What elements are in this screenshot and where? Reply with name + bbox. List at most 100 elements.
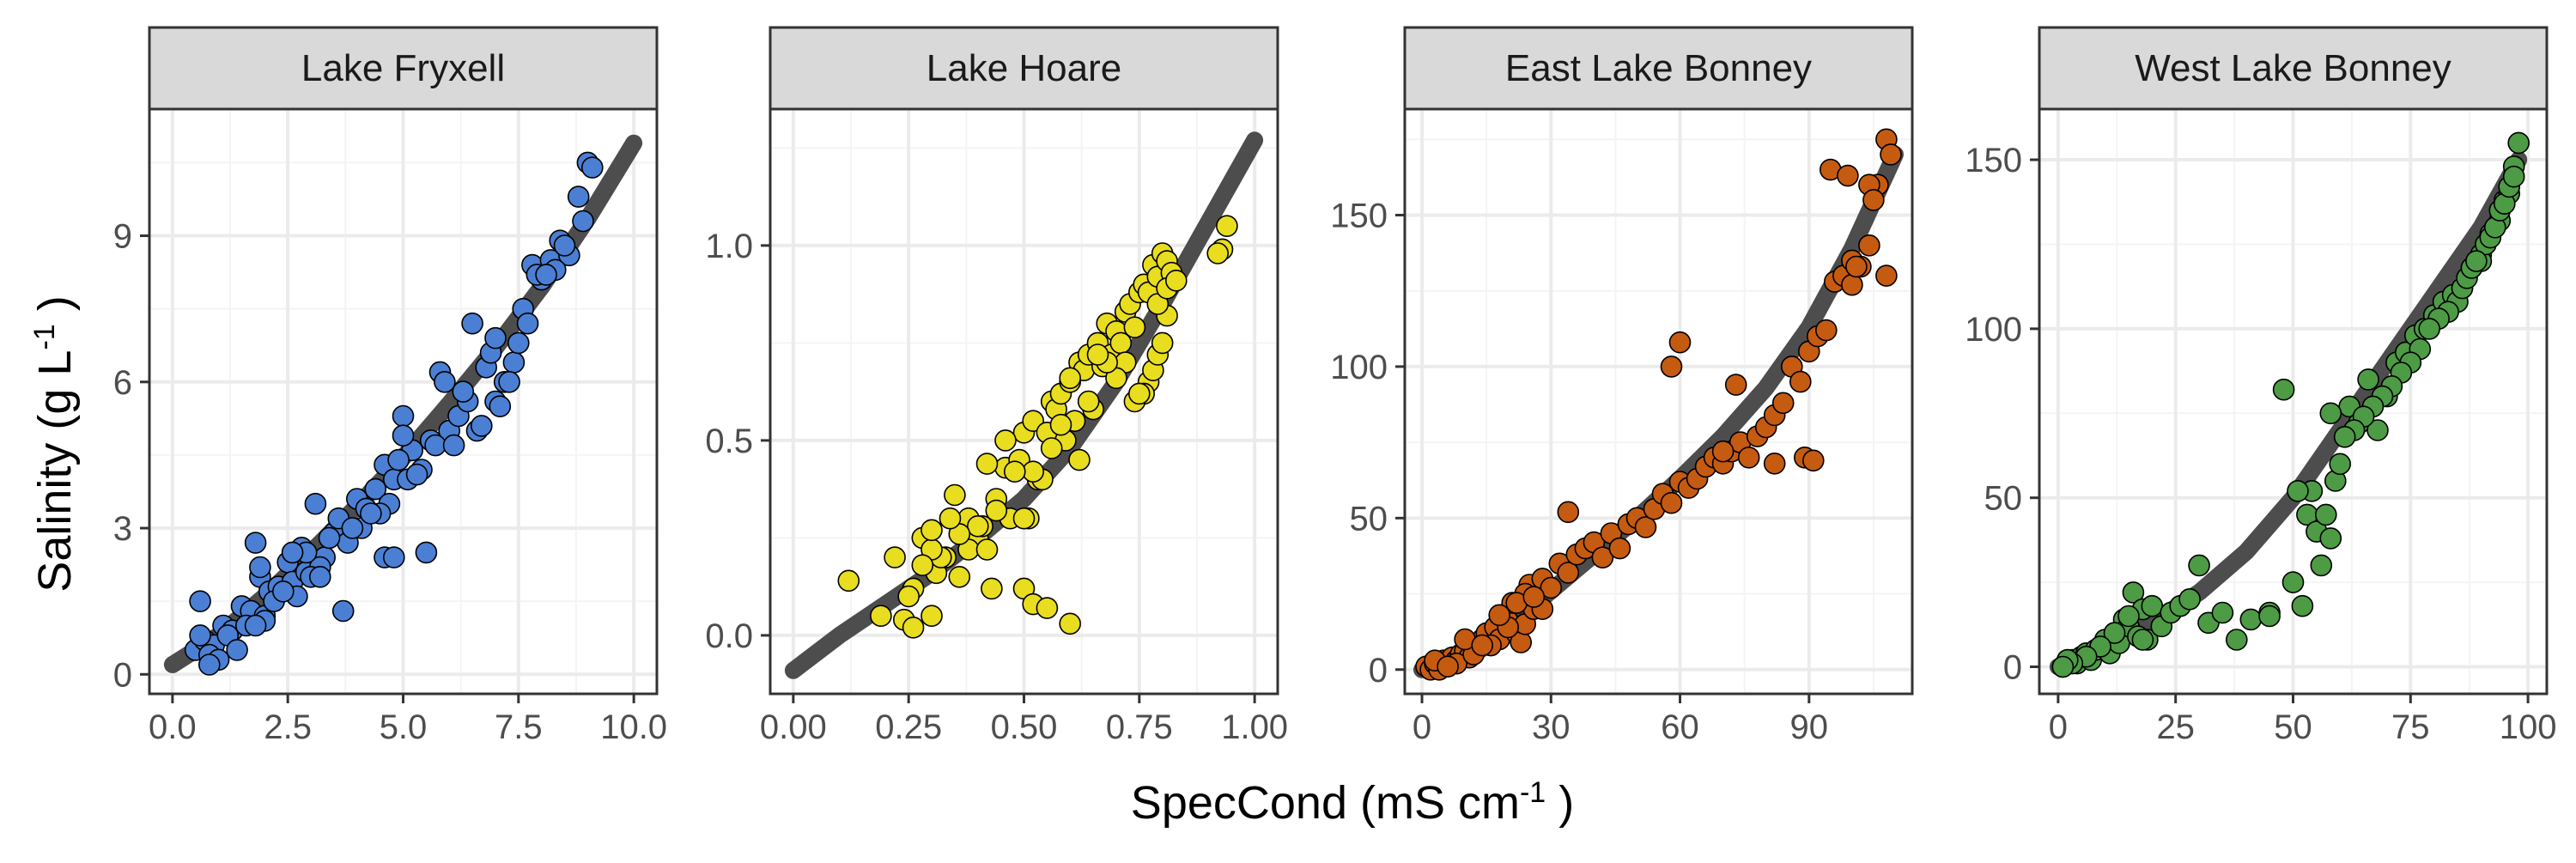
- y-tick-label: 9: [113, 218, 132, 256]
- facet-strip: [2038, 26, 2549, 111]
- data-point: [1522, 586, 1546, 608]
- data-point: [2281, 571, 2305, 593]
- x-tick-label: 0.75: [1106, 708, 1173, 746]
- data-point: [308, 565, 331, 588]
- x-tick-label: 75: [2391, 708, 2430, 746]
- x-tick-label: 0: [2049, 708, 2068, 746]
- data-point: [1858, 234, 1880, 257]
- data-point: [198, 653, 221, 676]
- facet-strip: [148, 26, 659, 111]
- data-point: [461, 312, 483, 335]
- data-point: [1660, 491, 1683, 514]
- x-tick-label: 100: [2500, 708, 2557, 746]
- data-point: [975, 453, 999, 475]
- data-point: [244, 614, 267, 637]
- data-point: [2507, 131, 2530, 155]
- x-tick-label: 0.50: [991, 708, 1058, 746]
- data-point: [1837, 164, 1859, 187]
- data-point: [897, 585, 920, 608]
- data-point: [405, 463, 428, 486]
- data-point: [1802, 449, 1825, 472]
- x-axis-title: SpecCond (mS cm-1 ): [1131, 776, 1574, 829]
- data-point: [2366, 419, 2389, 441]
- facet-panel: Lake Fryxell 0.0 2.5 5.0 7.5 10.0 0 3 6 9: [113, 26, 667, 746]
- data-point: [2188, 554, 2210, 577]
- y-tick-label: 150: [1965, 142, 2022, 179]
- data-point: [1059, 367, 1081, 390]
- data-point: [1875, 264, 1898, 287]
- data-point: [331, 599, 355, 623]
- facet-panel: Lake Hoare 0.00 0.25 0.50 0.75 1.00 0.0 0.5 1.0: [705, 26, 1288, 746]
- data-point: [2131, 629, 2154, 651]
- data-point: [920, 519, 943, 542]
- data-point: [1086, 343, 1109, 366]
- data-point: [975, 538, 999, 561]
- data-point: [1845, 255, 1868, 278]
- y-tick-label: 100: [1330, 349, 1388, 386]
- data-point: [944, 483, 966, 507]
- y-tick-label: 50: [1984, 480, 2023, 518]
- data-point: [2178, 587, 2201, 611]
- data-point: [967, 514, 989, 538]
- x-tick-label: 7.5: [495, 708, 543, 746]
- data-point: [870, 605, 892, 628]
- data-point: [415, 541, 438, 564]
- data-point: [1049, 413, 1072, 436]
- data-point: [489, 395, 512, 418]
- facet-panel: West Lake Bonney 0 25 50 75 100 0 50 100 150: [1965, 26, 2557, 746]
- facet-title: Lake Fryxell: [301, 47, 505, 89]
- data-point: [1040, 437, 1063, 459]
- data-point: [911, 554, 934, 577]
- data-point: [902, 616, 925, 639]
- data-point: [1815, 319, 1838, 342]
- data-point: [1711, 440, 1735, 463]
- x-tick-label: 0.0: [149, 708, 197, 746]
- data-point: [249, 556, 271, 579]
- data-point: [1471, 634, 1493, 657]
- data-point: [318, 526, 341, 550]
- x-tick-label: 0: [1413, 708, 1431, 746]
- data-point: [1488, 604, 1510, 627]
- data-point: [1557, 501, 1580, 524]
- data-point: [189, 624, 211, 647]
- data-point: [364, 477, 387, 501]
- data-point: [981, 577, 1003, 600]
- data-point: [470, 415, 493, 437]
- data-point: [553, 234, 576, 257]
- facet-title: West Lake Bonney: [2135, 47, 2451, 89]
- data-point: [1165, 269, 1188, 292]
- x-tick-label: 25: [2156, 708, 2195, 746]
- facet-strip: [1403, 26, 1914, 111]
- data-point: [341, 517, 364, 539]
- data-point: [567, 185, 590, 208]
- facet-panel: East Lake Bonney 0 30 60 90 0 50 100 150: [1330, 26, 1914, 746]
- data-point: [1724, 374, 1747, 396]
- data-point: [1591, 546, 1614, 569]
- data-point: [1012, 507, 1036, 530]
- data-point: [1841, 273, 1863, 296]
- data-point: [244, 532, 267, 554]
- data-point: [2319, 527, 2342, 550]
- y-axis-title: Salinity (g L-1 ): [28, 295, 81, 592]
- x-tick-label: 2.5: [264, 708, 312, 746]
- data-point: [2465, 250, 2488, 272]
- data-point: [2122, 581, 2145, 604]
- data-point: [580, 156, 604, 179]
- data-point: [948, 565, 971, 588]
- data-point: [2239, 608, 2263, 631]
- data-point: [392, 404, 415, 428]
- data-point: [2141, 594, 2164, 617]
- data-point: [1880, 143, 1902, 166]
- data-point: [1608, 537, 1631, 560]
- data-point: [1737, 446, 1760, 469]
- facet-title: Lake Hoare: [927, 47, 1121, 89]
- data-point: [189, 590, 211, 613]
- data-point: [2051, 655, 2075, 678]
- data-point: [939, 507, 962, 530]
- data-point: [1437, 655, 1459, 678]
- data-point: [2418, 318, 2440, 340]
- data-point: [994, 429, 1017, 452]
- y-tick-label: 100: [1965, 311, 2022, 349]
